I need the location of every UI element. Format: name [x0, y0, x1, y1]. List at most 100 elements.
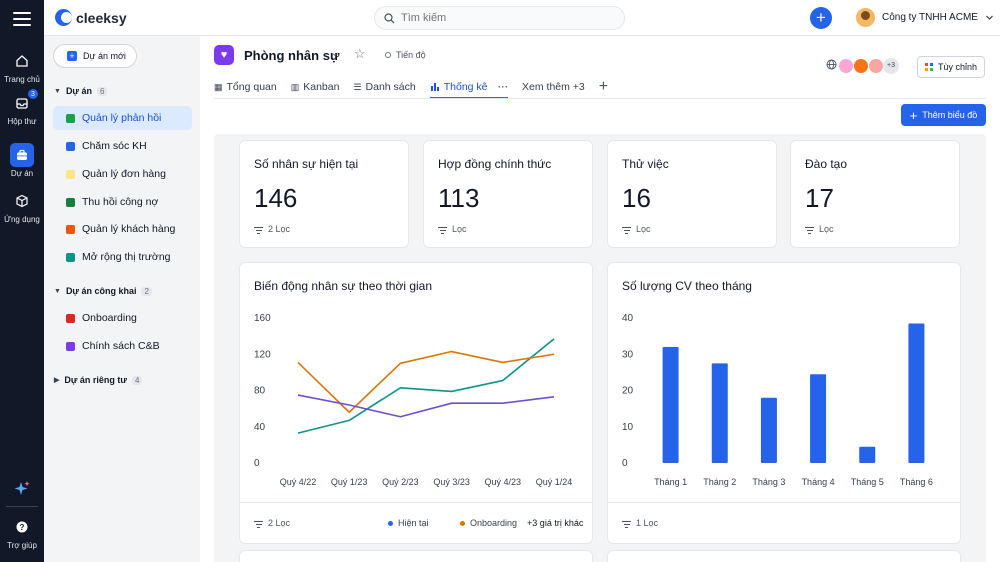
svg-text:?: ?	[20, 523, 25, 532]
stat-filter[interactable]: Lọc	[622, 224, 651, 234]
customize-button[interactable]: Tùy chỉnh	[917, 56, 985, 78]
sidebar-item-orders[interactable]: Quản lý đơn hàng	[53, 162, 192, 186]
section-private-projects[interactable]: ▶ Dự án riêng tư 4	[54, 375, 143, 385]
tab-label: Kanban	[303, 81, 340, 93]
section-projects[interactable]: ▼ Dự án 6	[54, 86, 108, 96]
sidebar-item-label: Thu hồi công nợ	[82, 196, 159, 208]
hamburger-menu-icon[interactable]	[13, 12, 31, 30]
tab-kanban[interactable]: ▥ Kanban	[291, 76, 340, 98]
legend-label: Hiện tại	[398, 518, 429, 528]
y-tick-label: 160	[254, 313, 271, 324]
sidebar-item-cb-policy[interactable]: Chính sách C&B	[53, 334, 192, 358]
heart-icon: ♥	[214, 45, 234, 65]
sidebar-item-feedback[interactable]: Quản lý phản hồi	[53, 106, 192, 130]
filter-icon	[254, 519, 263, 528]
tab-statistics[interactable]: Thống kê ⋯	[429, 76, 509, 99]
add-tab-button[interactable]: +	[599, 76, 608, 98]
x-tick-label: Tháng 5	[851, 477, 884, 487]
stat-card[interactable]: Hợp đồng chính thức 113 Lọc	[423, 140, 593, 248]
chart-title: Số lượng CV theo tháng	[622, 279, 752, 293]
stat-filter[interactable]: 2 Lọc	[254, 224, 290, 234]
rail-item-help[interactable]: ? Trợ giúp	[0, 515, 44, 550]
members-more-badge: +3	[883, 58, 899, 74]
tab-label: Tổng quan	[226, 81, 277, 93]
filter-label: 2 Lọc	[268, 224, 291, 234]
bar-chart: 0 10 20 30 40 Tháng 1 Tháng 2 Tháng 3 Tháng 4 Thá…	[622, 313, 933, 487]
sidebar-item-customer-care[interactable]: Chăm sóc KH	[53, 134, 192, 158]
tab-more[interactable]: Xem thêm +3	[522, 76, 585, 98]
search-input[interactable]	[401, 12, 601, 24]
help-icon: ?	[10, 515, 34, 539]
stat-card[interactable]: Số nhân sự hiện tại 146 2 Lọc	[239, 140, 409, 248]
add-chart-button[interactable]: + Thêm biểu đồ	[901, 104, 986, 126]
chart-filter[interactable]: 1 Lọc	[622, 518, 658, 528]
filter-icon	[622, 519, 631, 528]
y-tick-label: 10	[622, 422, 634, 433]
sidebar-item-market[interactable]: Mở rộng thị trường	[53, 245, 192, 269]
stat-card[interactable]: Thử việc 16 Lọc	[607, 140, 777, 248]
filter-label: Lọc	[636, 224, 651, 234]
rail-label: Dự án	[10, 169, 34, 178]
project-color-icon	[66, 224, 75, 234]
x-tick-label: Tháng 3	[752, 477, 785, 487]
search-box[interactable]	[374, 6, 625, 30]
global-add-button[interactable]: +	[810, 7, 832, 29]
inbox-icon: 3	[10, 88, 39, 115]
plus-icon: +	[598, 78, 609, 95]
bar-chart-card[interactable]: 0 10 20 30 40 Tháng 1 Tháng 2 Tháng 3 Tháng 4 Thá…	[607, 262, 961, 544]
new-project-button[interactable]: + Dự án mới	[53, 44, 137, 68]
filter-label: 2 Lọc	[268, 518, 291, 528]
star-icon[interactable]: ☆	[354, 46, 366, 61]
rail-item-inbox[interactable]: 3 Hộp thư	[0, 88, 44, 126]
section-public-projects[interactable]: ▼ Dự án công khai 2	[54, 286, 152, 296]
section-count: 6	[96, 86, 108, 96]
home-icon	[10, 49, 34, 73]
y-tick-label: 40	[622, 313, 634, 324]
bar-chart-icon	[430, 83, 439, 91]
briefcase-icon	[10, 143, 34, 167]
filter-icon	[622, 225, 631, 234]
progress-status[interactable]: Tiến độ	[385, 50, 426, 60]
sidebar-item-debt[interactable]: Thu hồi công nợ	[53, 190, 192, 214]
x-tick-label: Quý 1/24	[536, 477, 573, 487]
line-chart-card[interactable]: 0 40 80 120 160 Quý 4/22 Quý 1/23 Quý 2/23 Quý 3…	[239, 262, 593, 544]
stat-filter[interactable]: Lọc	[438, 224, 467, 234]
x-tick-label: Quý 4/22	[280, 477, 317, 487]
stat-filter[interactable]: Lọc	[805, 224, 834, 234]
x-tick-label: Tháng 2	[703, 477, 736, 487]
tab-list[interactable]: ☰ Danh sách	[353, 76, 415, 98]
cube-icon	[10, 189, 34, 213]
search-icon	[384, 12, 395, 23]
rail-item-apps[interactable]: Ứng dụng	[0, 189, 44, 224]
brand-logo[interactable]: cleeksy	[55, 9, 127, 26]
list-icon: ☰	[353, 81, 362, 92]
y-tick-label: 120	[254, 349, 271, 360]
legend-more[interactable]: +3 giá trị khác	[527, 518, 584, 528]
filter-label: Lọc	[819, 224, 834, 234]
sidebar-item-customers[interactable]: Quản lý khách hàng	[53, 217, 192, 241]
rail-item-home[interactable]: Trang chủ	[0, 49, 44, 84]
more-dots-icon[interactable]: ⋯	[497, 81, 509, 93]
company-switcher[interactable]: Công ty TNHH ACME	[856, 8, 994, 27]
sidebar-item-label: Onboarding	[82, 312, 137, 324]
tab-overview[interactable]: ▦ Tổng quan	[214, 76, 277, 98]
tab-label: Thống kê	[443, 81, 488, 93]
chevron-down-icon[interactable]: ⌄	[331, 48, 340, 59]
ai-sparkle-button[interactable]	[0, 477, 44, 503]
dashboard-content: Số nhân sự hiện tại 146 2 Lọc Hợp đồng c…	[214, 134, 986, 562]
stat-value: 16	[622, 183, 651, 213]
x-tick-label: Tháng 6	[900, 477, 933, 487]
y-tick-label: 20	[622, 386, 634, 397]
member-avatars[interactable]: +3	[826, 58, 899, 74]
sidebar-item-onboarding[interactable]: Onboarding	[53, 306, 192, 330]
sidebar-item-label: Quản lý khách hàng	[82, 223, 176, 235]
avatar	[868, 58, 884, 74]
chart-filter[interactable]: 2 Lọc	[254, 518, 290, 528]
progress-label: Tiến độ	[396, 50, 426, 60]
stat-card[interactable]: Đào tạo 17 Lọc	[790, 140, 960, 248]
chart-footer: 1 Lọc	[608, 502, 960, 543]
rail-item-projects[interactable]: Dự án	[0, 143, 44, 178]
add-chart-label: Thêm biểu đồ	[922, 110, 978, 120]
x-tick-label: Quý 4/23	[485, 477, 522, 487]
rail-label: Trang chủ	[4, 75, 40, 84]
